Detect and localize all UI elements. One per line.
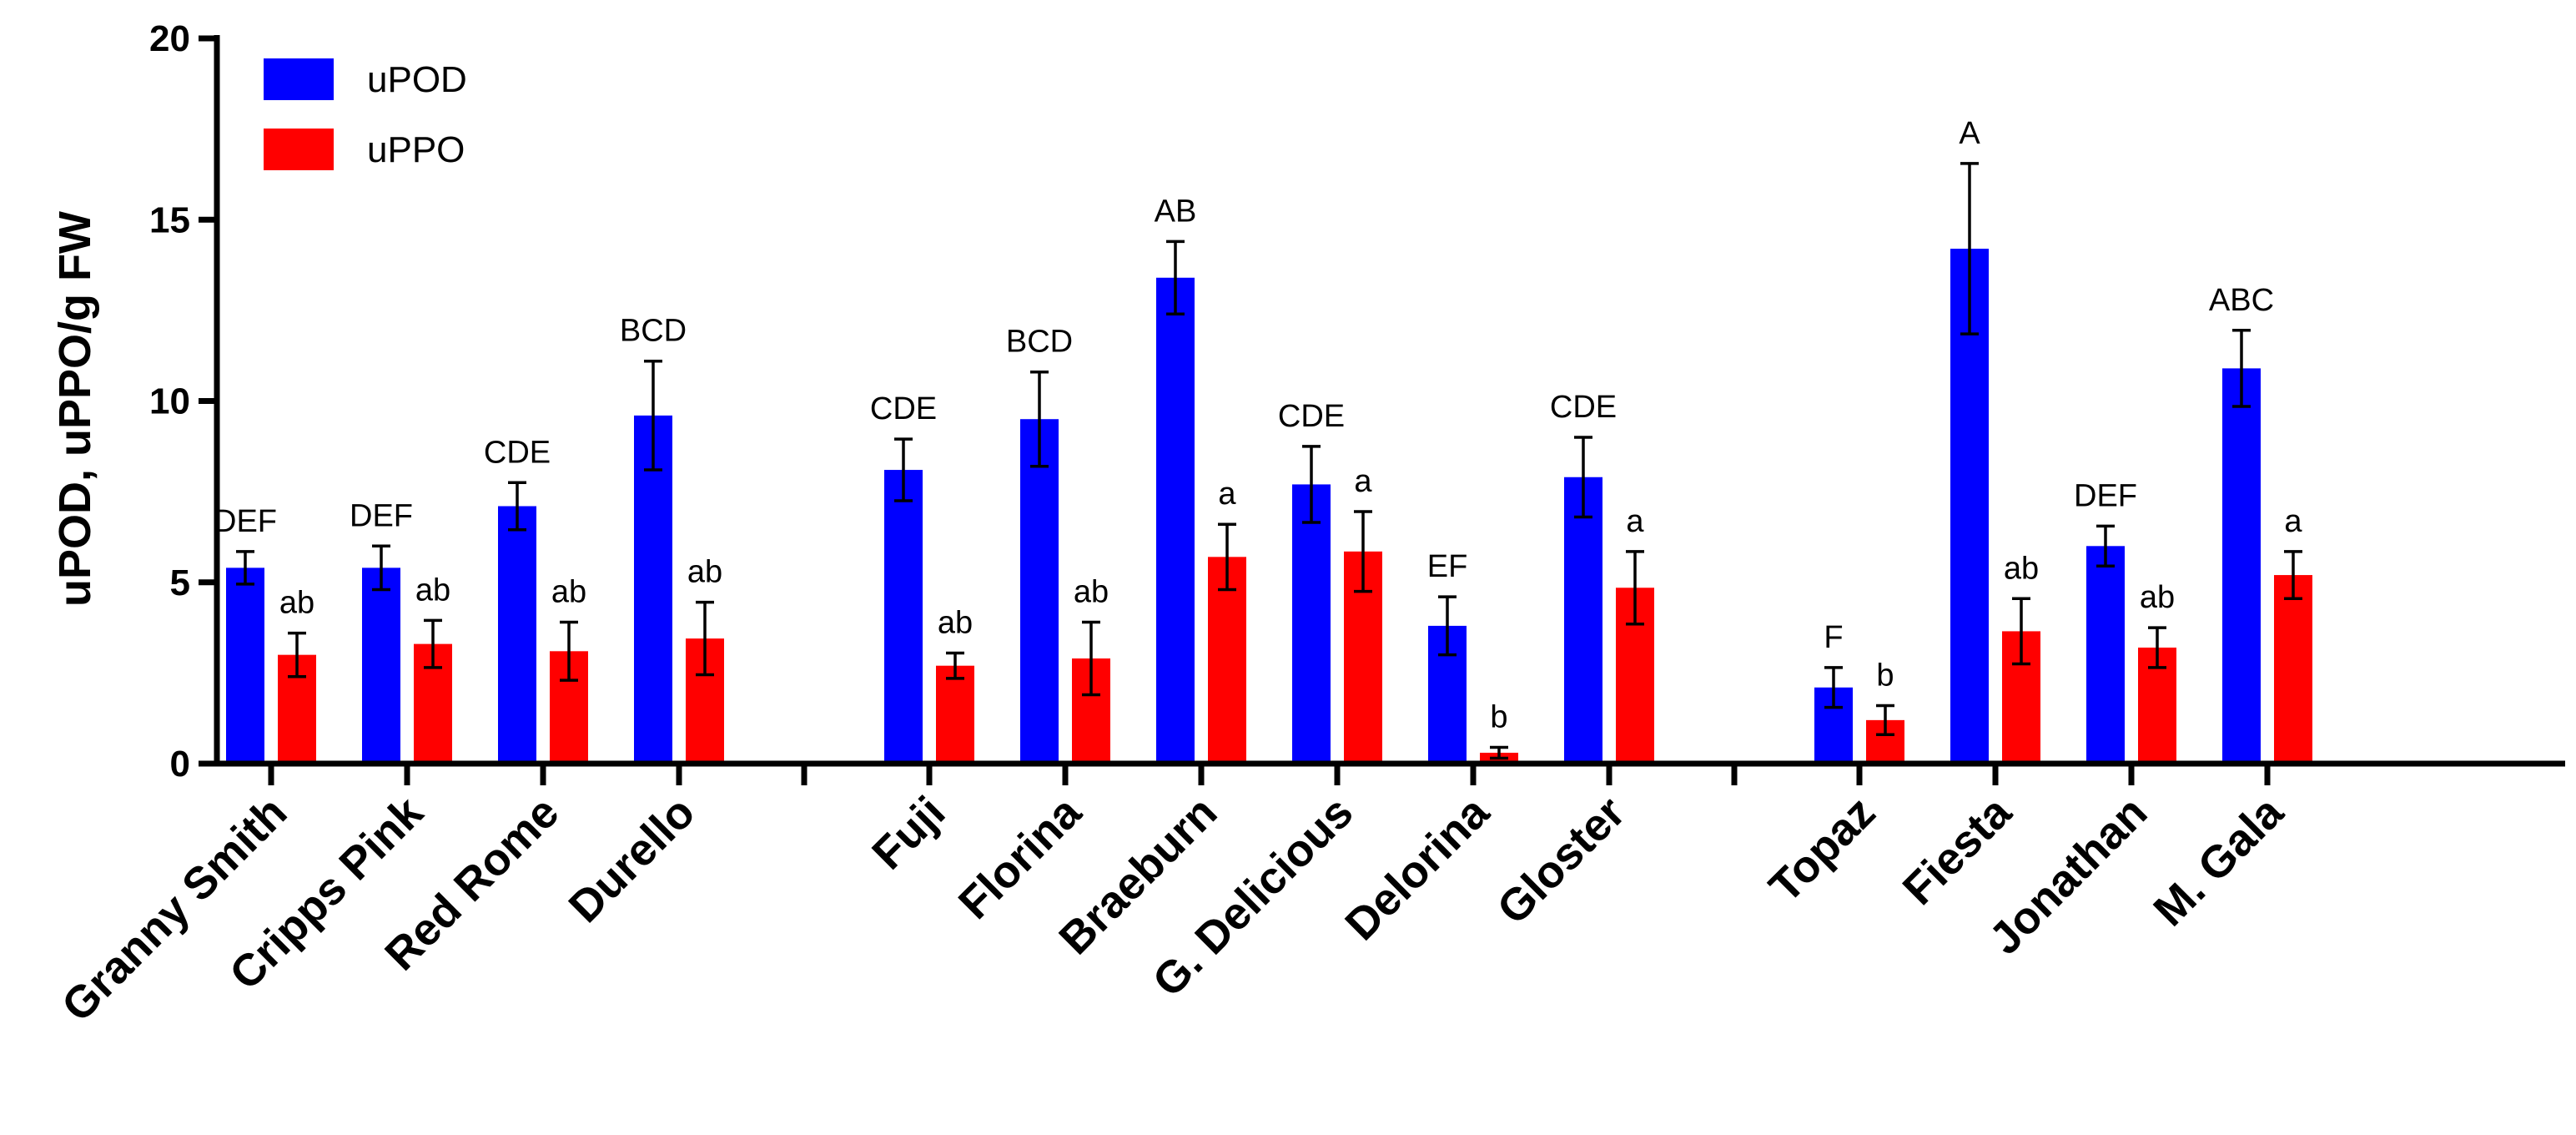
sig-label-upod-red-rome: CDE <box>484 435 551 470</box>
sig-label-uppo-m-gala: a <box>2284 504 2302 539</box>
sig-label-uppo-topaz: b <box>1876 658 1894 693</box>
x-tick-label-fuji: Fuji <box>863 787 954 879</box>
sig-label-uppo-fiesta: ab <box>2004 551 2039 586</box>
y-axis-label: uPOD, uPPO/g FW <box>50 211 100 607</box>
bar-upod-durello <box>634 415 672 764</box>
error-bars-layer <box>236 162 2302 760</box>
sig-label-upod-fiesta: A <box>1959 116 1980 151</box>
legend-label-uppo: uPPO <box>367 129 465 170</box>
sig-label-uppo-g-delicious: a <box>1354 464 1372 499</box>
legend-label-upod: uPOD <box>367 59 467 100</box>
sig-label-uppo-granny-smith: ab <box>279 586 314 621</box>
sig-label-uppo-braeburn: a <box>1218 477 1236 512</box>
bar-uppo-m-gala <box>2274 575 2312 764</box>
bar-upod-granny-smith <box>226 568 264 764</box>
bar-upod-gloster <box>1564 477 1602 764</box>
x-tick-label-fiesta: Fiesta <box>1894 786 2021 914</box>
bar-upod-jonathan <box>2086 546 2125 764</box>
sig-label-upod-g-delicious: CDE <box>1278 399 1345 434</box>
x-tick-label-gloster: Gloster <box>1487 787 1634 934</box>
sig-label-uppo-durello: ab <box>687 555 722 590</box>
x-tick-label-durello: Durello <box>560 787 705 932</box>
x-tick-label-delorina: Delorina <box>1336 786 1499 950</box>
bar-upod-red-rome <box>498 506 536 764</box>
sig-label-upod-braeburn: AB <box>1155 194 1197 229</box>
y-tick-label-15: 15 <box>149 199 190 240</box>
sig-label-upod-jonathan: DEF <box>2074 478 2137 513</box>
legend-swatch-uppo <box>264 129 334 170</box>
bar-upod-fuji <box>884 470 923 764</box>
sig-label-upod-delorina: EF <box>1427 549 1468 584</box>
sig-label-upod-cripps-pink: DEF <box>350 498 413 533</box>
sig-label-uppo-delorina: b <box>1490 699 1507 734</box>
y-tick-label-5: 5 <box>170 562 190 603</box>
sig-label-uppo-cripps-pink: ab <box>415 573 450 608</box>
sig-label-upod-florina: BCD <box>1006 325 1073 360</box>
x-tick-label-topaz: Topaz <box>1760 787 1885 912</box>
sig-label-upod-granny-smith: DEF <box>214 504 277 539</box>
sig-label-uppo-fuji: ab <box>938 605 973 640</box>
y-tick-label-10: 10 <box>149 381 190 422</box>
sig-label-upod-gloster: CDE <box>1550 390 1617 425</box>
bars-layer <box>226 249 2312 764</box>
y-tick-label-0: 0 <box>170 744 190 784</box>
bar-upod-cripps-pink <box>362 568 400 764</box>
sig-label-uppo-red-rome: ab <box>551 575 586 610</box>
bar-upod-braeburn <box>1156 277 1195 764</box>
y-tick-label-20: 20 <box>149 18 190 59</box>
sig-label-upod-durello: BCD <box>620 314 687 349</box>
sig-label-uppo-gloster: a <box>1626 504 1644 539</box>
sig-label-uppo-florina: ab <box>1074 575 1109 610</box>
sig-label-upod-m-gala: ABC <box>2209 283 2274 318</box>
bar-upod-g-delicious <box>1292 484 1331 764</box>
sig-label-uppo-jonathan: ab <box>2140 580 2175 615</box>
bar-upod-m-gala <box>2222 368 2261 764</box>
legend: uPOD uPPO <box>264 58 467 170</box>
sig-label-upod-fuji: CDE <box>870 391 937 426</box>
x-tick-label-m-gala: M. Gala <box>2144 786 2293 936</box>
sig-label-upod-topaz: F <box>1824 620 1843 655</box>
bar-upod-florina <box>1020 419 1059 764</box>
bar-uppo-fuji <box>936 665 974 764</box>
bar-uppo-braeburn <box>1208 557 1246 764</box>
legend-swatch-upod <box>264 58 334 100</box>
